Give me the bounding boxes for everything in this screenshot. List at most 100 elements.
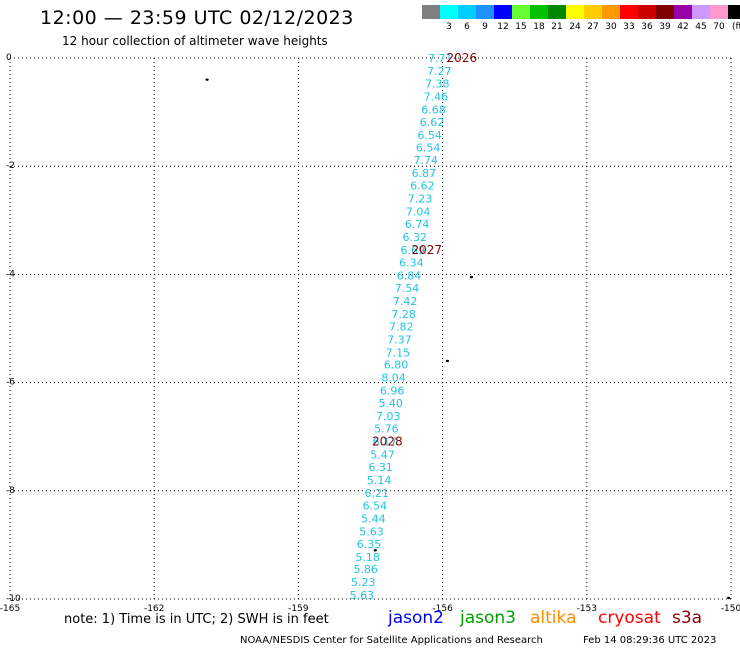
wave-height-label: 7.03 — [376, 410, 401, 423]
y-tick-label: -2 — [6, 161, 15, 171]
x-tick-label: -153 — [577, 604, 597, 614]
island-mark — [445, 359, 450, 363]
wave-height-label: 7.71 — [428, 52, 453, 65]
legend-swatch — [584, 5, 602, 19]
wave-height-label: 5.63 — [350, 589, 375, 602]
island-mark — [205, 78, 209, 81]
wave-height-label: 6.96 — [380, 385, 405, 398]
wave-height-label: 6.35 — [357, 538, 382, 551]
legend-label: 30 — [605, 22, 617, 32]
legend-swatch — [728, 5, 740, 19]
y-tick-label: -10 — [6, 594, 21, 604]
legend-swatch — [440, 5, 458, 19]
wave-height-label: 5.44 — [361, 512, 386, 525]
footer-timestamp: Feb 14 08:29:36 UTC 2023 — [583, 635, 717, 646]
footer-credit: NOAA/NESDIS Center for Satellite Applica… — [240, 635, 543, 646]
wave-height-label: 6.54 — [363, 499, 388, 512]
island-mark — [726, 596, 731, 600]
wave-height-label: 6.62 — [420, 116, 445, 129]
legend-label: 39 — [659, 22, 671, 32]
orbit-annotation: 2028 — [372, 435, 403, 449]
wave-height-label: 6.87 — [412, 167, 437, 180]
wave-height-label: 6.31 — [368, 461, 393, 474]
legend-swatch — [710, 5, 728, 19]
wave-height-label: 6.21 — [364, 487, 389, 500]
orbit-annotation: 2027 — [411, 243, 442, 257]
legend-swatch — [638, 5, 656, 19]
wave-height-label: 7.42 — [393, 295, 418, 308]
wave-height-label: 5.23 — [351, 576, 376, 589]
legend-swatch — [692, 5, 710, 19]
wave-height-label: 7.74 — [414, 154, 439, 167]
legend-label: 15 — [515, 22, 527, 32]
x-tick-label: -150 — [721, 604, 740, 614]
note-text: note: 1) Time is in UTC; 2) SWH is in fe… — [64, 612, 329, 627]
wave-height-label: 7.38 — [425, 77, 450, 90]
legend-unit: (ft) — [732, 22, 740, 32]
satellite-label-jason2: jason2 — [388, 608, 444, 628]
x-tick-label: -162 — [144, 604, 164, 614]
legend-label: 24 — [569, 22, 581, 32]
legend-label: 45 — [695, 22, 707, 32]
legend-label: 27 — [587, 22, 599, 32]
wave-height-label: 6.34 — [399, 256, 424, 269]
orbit-annotation: 2026 — [447, 51, 478, 65]
x-tick-label: -165 — [0, 604, 20, 614]
page-subtitle: 12 hour collection of altimeter wave hei… — [62, 34, 328, 48]
x-tick-label: -156 — [432, 604, 453, 614]
wave-height-label: 6.17 — [373, 436, 398, 449]
wave-height-label: 7.54 — [395, 282, 420, 295]
legend-label: 6 — [464, 22, 470, 32]
legend-label: 21 — [551, 22, 563, 32]
wave-height-label: 8.04 — [381, 372, 406, 385]
legend-label: 36 — [641, 22, 653, 32]
satellite-label-cryosat: cryosat — [598, 608, 661, 628]
legend-swatch — [548, 5, 566, 19]
legend-swatch — [566, 5, 584, 19]
legend-swatch — [422, 5, 440, 19]
page-title: 12:00 — 23:59 UTC 02/12/2023 — [40, 7, 354, 29]
legend-swatch — [602, 5, 620, 19]
island-mark — [469, 275, 474, 279]
wave-height-label: 6.69 — [401, 244, 426, 257]
legend-swatch — [656, 5, 674, 19]
legend-label: 42 — [677, 22, 689, 32]
wave-height-label: 5.63 — [359, 525, 384, 538]
wave-height-label: 7.37 — [387, 333, 412, 346]
x-tick-label: -159 — [288, 604, 309, 614]
satellite-label-s3a: s3a — [672, 608, 703, 628]
wave-height-label: 5.86 — [353, 563, 378, 576]
legend-swatch — [458, 5, 476, 19]
wave-height-label: 5.40 — [378, 397, 403, 410]
wave-height-label: 6.62 — [410, 180, 435, 193]
wave-height-label: 7.82 — [389, 320, 414, 333]
wave-height-label: 7.04 — [406, 206, 431, 219]
legend-label: 12 — [497, 22, 509, 32]
legend-swatch — [530, 5, 548, 19]
y-tick-label: -8 — [6, 486, 15, 496]
y-tick-label: 0 — [6, 53, 12, 63]
wave-height-label: 5.14 — [367, 474, 392, 487]
legend-label: 33 — [623, 22, 635, 32]
wave-height-label: 6.68 — [421, 103, 446, 116]
wave-height-label: 6.74 — [405, 218, 430, 231]
legend-swatch — [674, 5, 692, 19]
y-tick-label: -6 — [6, 378, 15, 388]
wave-height-label: 6.80 — [384, 359, 409, 372]
wave-height-label: 7.23 — [408, 193, 433, 206]
legend-label: 18 — [533, 22, 545, 32]
wave-height-label: 6.84 — [397, 269, 422, 282]
legend-label: 3 — [446, 22, 452, 32]
wave-height-label: 7.28 — [391, 308, 416, 321]
y-tick-label: -4 — [6, 269, 15, 279]
satellite-label-jason3: jason3 — [460, 608, 516, 628]
legend-swatch — [512, 5, 530, 19]
wave-height-label: 6.32 — [402, 231, 427, 244]
wave-height-label: 5.76 — [374, 423, 399, 436]
wave-height-label: 6.54 — [416, 141, 441, 154]
wave-height-label: 7.27 — [427, 65, 452, 78]
wave-height-label: 5.47 — [370, 449, 395, 462]
legend-swatch — [620, 5, 638, 19]
legend-label: 9 — [482, 22, 488, 32]
